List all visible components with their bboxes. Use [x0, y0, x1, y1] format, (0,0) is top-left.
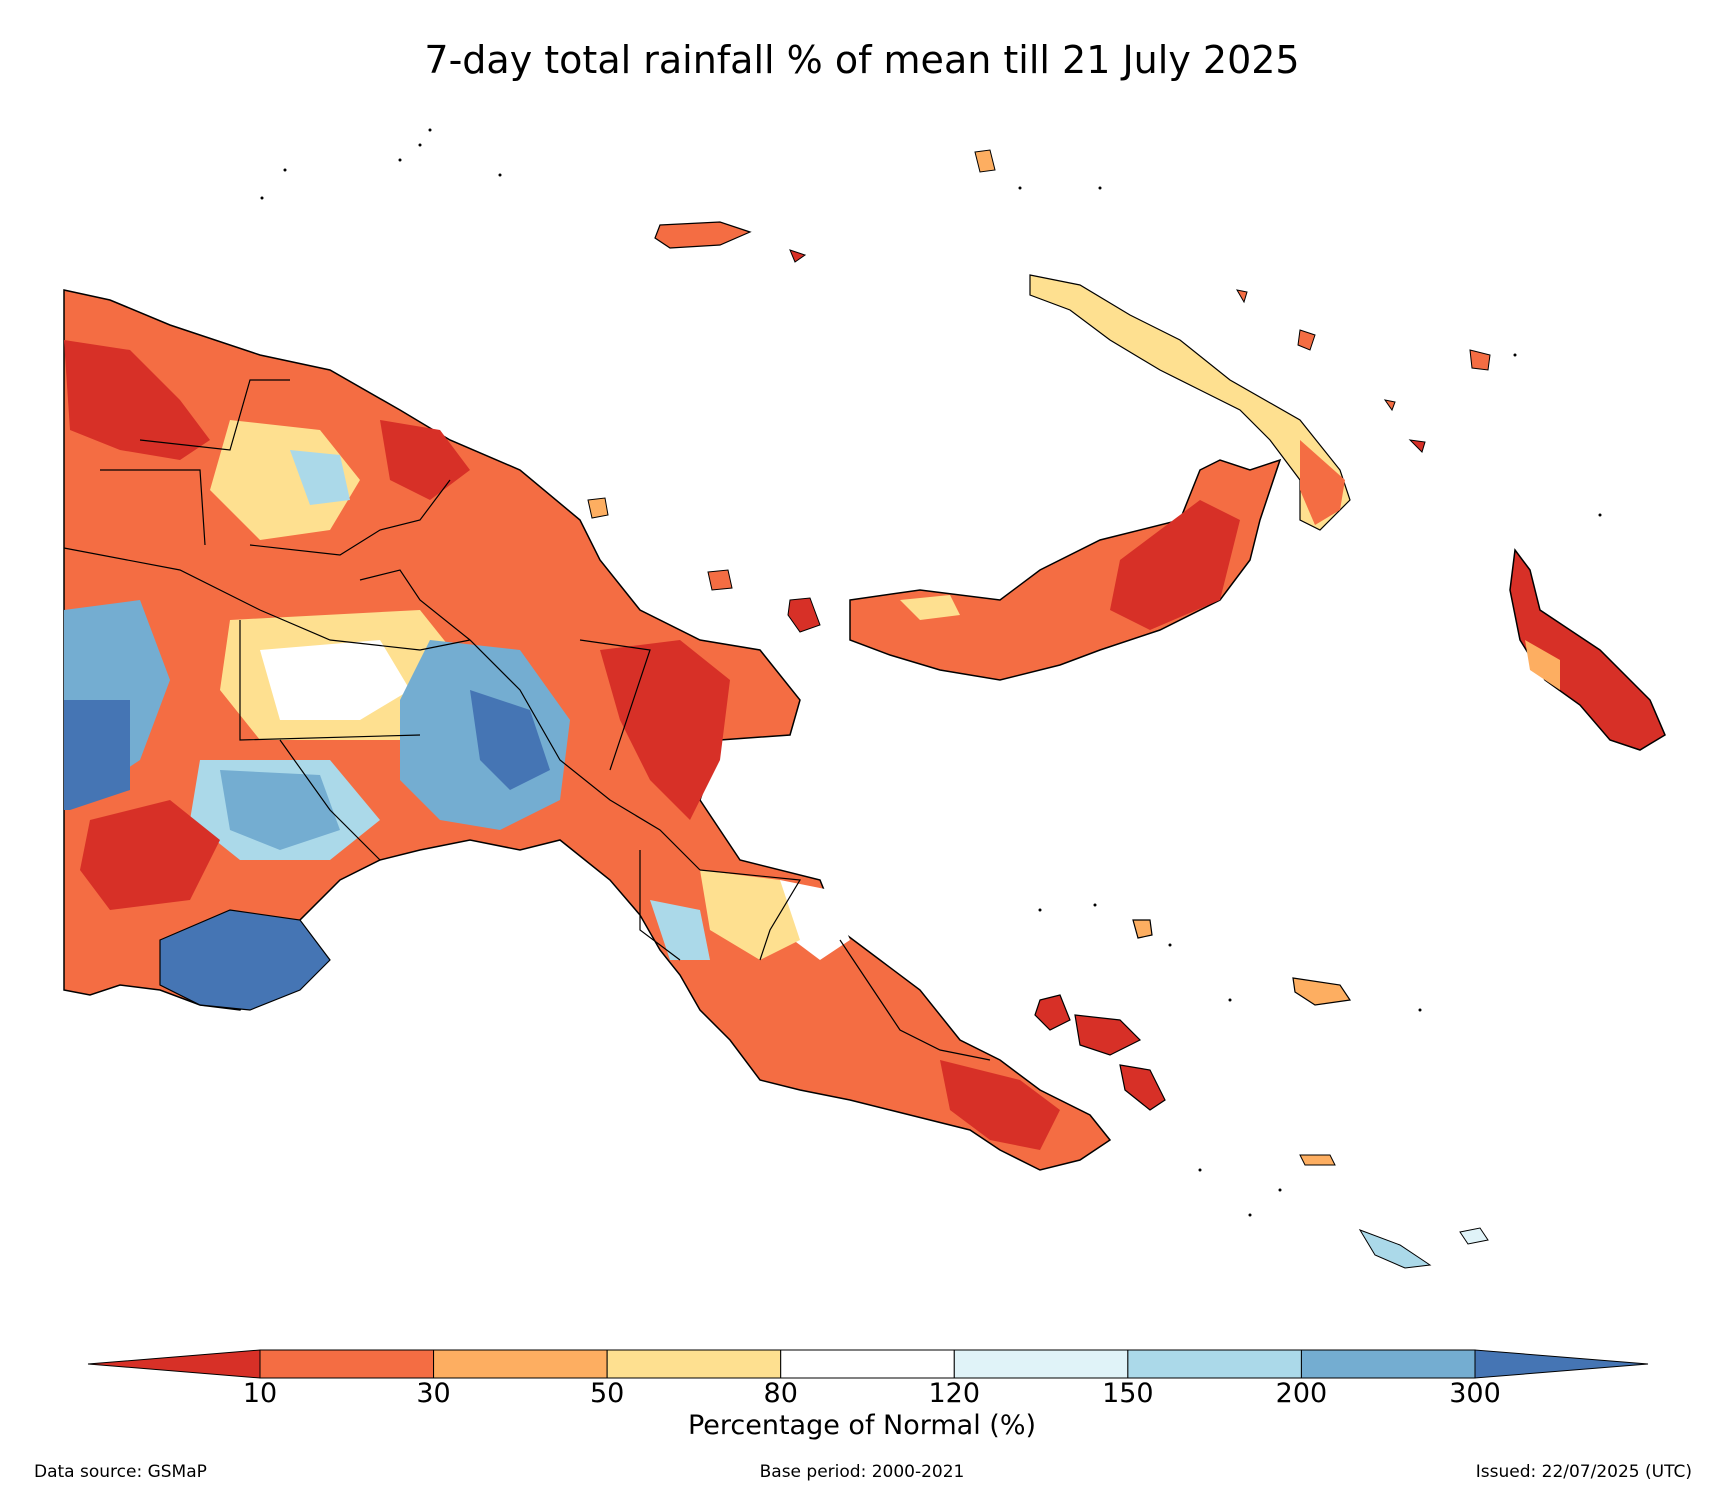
- atoll-dots: [260, 128, 1602, 1217]
- rossel-island: [1459, 1227, 1489, 1245]
- zone-north-red: [64, 340, 210, 460]
- map-title: 7-day total rainfall % of mean till 21 J…: [424, 38, 1300, 82]
- zone-tail-lightblue: [650, 900, 710, 960]
- colorbar-tick-label: 300: [1449, 1378, 1501, 1409]
- rainfall-map: [63, 128, 1666, 1269]
- island-nw-small: [789, 249, 807, 263]
- zone-highlands-lightblue: [290, 450, 350, 505]
- colorbar-segment: [780, 1349, 955, 1379]
- colorbar-extend-high: [1474, 1349, 1649, 1379]
- colorbar-segment: [1127, 1349, 1302, 1379]
- zone-tail-red: [940, 1060, 1060, 1150]
- new-ireland-red: [1300, 440, 1345, 525]
- green-island: [1408, 439, 1426, 453]
- footer-issued: Issued: 22/07/2025 (UTC): [1475, 1462, 1692, 1482]
- zone-east-red: [600, 640, 730, 820]
- buka-island: [1469, 349, 1491, 371]
- normanby-island: [1119, 1064, 1166, 1111]
- zone-fly-delta-blue: [159, 909, 331, 1011]
- colorbar-segment: [606, 1349, 782, 1379]
- colorbar-tick-label: 80: [763, 1378, 798, 1409]
- emirau-island: [974, 149, 996, 173]
- goodenough-island: [1034, 994, 1071, 1031]
- colorbar-segment: [259, 1349, 435, 1379]
- umboi-island: [787, 597, 821, 633]
- woodlark-island: [1292, 977, 1352, 1006]
- footer-source: Data source: GSMaP: [34, 1462, 207, 1482]
- province-boundaries: [63, 379, 991, 1061]
- colorbar-tick-label: 30: [416, 1378, 451, 1409]
- karkar-island: [587, 497, 609, 519]
- fergusson-island: [1074, 1014, 1142, 1056]
- misima-island: [1299, 1154, 1336, 1166]
- colorbar-tick-label: 150: [1102, 1378, 1154, 1409]
- zone-south-blue: [220, 770, 340, 850]
- colorbar-tick-label: 10: [242, 1378, 278, 1409]
- new-britain-yellow: [900, 595, 960, 620]
- colorbar-extend-low: [87, 1349, 261, 1379]
- zone-central-darkblue: [470, 690, 550, 790]
- new-ireland-base: [1029, 274, 1351, 531]
- colorbar-tick-label: 120: [928, 1378, 981, 1409]
- zone-central-white: [260, 640, 410, 720]
- colorbar-segment: [1300, 1349, 1476, 1379]
- zone-tail-yellow: [700, 870, 800, 960]
- manus-island: [654, 221, 752, 249]
- long-island: [707, 569, 733, 591]
- footer-base-period: Base period: 2000-2021: [759, 1462, 965, 1482]
- zone-sw-red: [80, 800, 220, 910]
- colorbar-segment: [433, 1349, 608, 1379]
- sudest-island: [1358, 1229, 1432, 1269]
- bougainville: [1509, 548, 1666, 751]
- colorbar-tick-label: 50: [589, 1378, 625, 1409]
- colorbar-tick-label: 200: [1275, 1378, 1328, 1409]
- trobriand-islands: [1132, 919, 1153, 939]
- colorbar-label: Percentage of Normal (%): [687, 1410, 1037, 1441]
- new-britain-base: [849, 458, 1282, 681]
- colorbar-segment: [953, 1349, 1129, 1379]
- zone-highlands-yellow: [210, 420, 360, 540]
- new-britain-red: [1110, 500, 1240, 630]
- bougainville-yellow: [1525, 640, 1560, 690]
- tabar-island: [1297, 329, 1316, 351]
- mussau-island: [1383, 399, 1396, 412]
- lihir-island: [1236, 289, 1248, 304]
- zone-west-darkblue: [64, 700, 130, 810]
- zone-north-red-2: [380, 420, 470, 500]
- colorbar-segments: [87, 1349, 1649, 1379]
